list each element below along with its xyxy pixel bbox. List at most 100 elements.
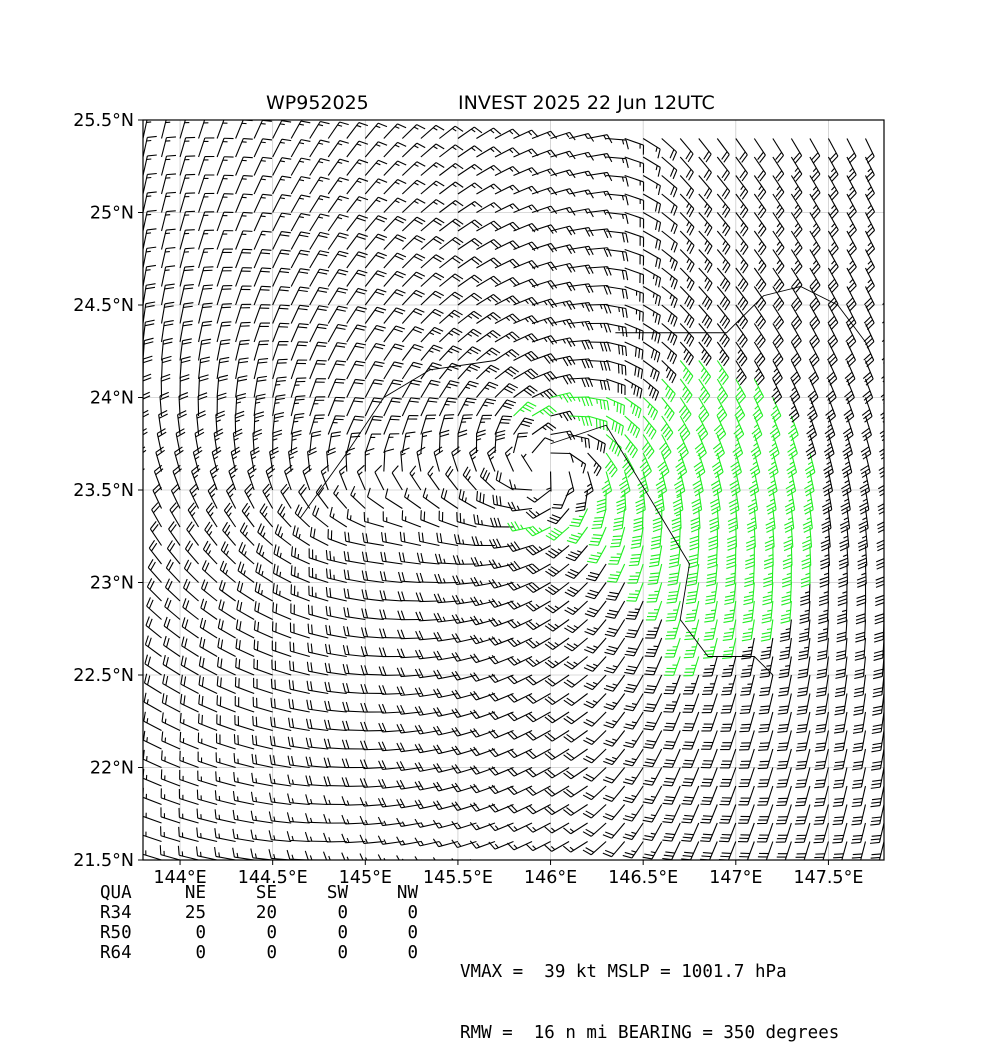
wind-barb — [143, 136, 157, 157]
wind-barb — [253, 697, 273, 712]
wind-barb — [623, 805, 643, 822]
wind-barb — [588, 191, 612, 199]
wind-barb — [161, 788, 180, 804]
wind-barb — [313, 506, 329, 527]
wind-barb — [814, 768, 828, 788]
wind-barb — [759, 694, 773, 714]
wind-barb — [758, 712, 772, 732]
wind-barb — [402, 398, 420, 416]
wind-barb — [217, 676, 235, 693]
table-cell: 0 — [358, 923, 418, 943]
wind-barb — [604, 712, 625, 728]
wind-barb — [815, 749, 829, 769]
wind-barb — [700, 786, 717, 805]
wind-barb — [199, 193, 215, 212]
wind-barb — [167, 540, 180, 564]
wind-barb — [220, 561, 235, 583]
wind-barb — [328, 529, 347, 545]
table-cell: 0 — [217, 943, 277, 963]
wind-barb — [663, 731, 680, 749]
wind-barb — [828, 268, 838, 292]
wind-barb — [644, 675, 662, 693]
wind-barb — [680, 268, 694, 291]
wind-barb — [720, 768, 736, 787]
table-header-label: QUA — [100, 883, 132, 903]
wind-barb — [680, 287, 694, 310]
wind-barb — [662, 157, 677, 179]
wind-barb — [133, 503, 143, 527]
wind-barb — [217, 194, 233, 213]
wind-barb — [713, 435, 724, 460]
wind-barb — [776, 786, 791, 805]
wind-barb — [384, 308, 405, 324]
wind-barb — [162, 192, 176, 212]
wind-barb — [257, 543, 273, 564]
table-cell: 0 — [146, 943, 206, 963]
wind-barb — [236, 120, 253, 139]
wind-barb — [470, 691, 495, 700]
wind-barb — [291, 305, 309, 323]
chart-title-storm-id: WP952025 — [266, 92, 369, 114]
wind-barb — [347, 379, 365, 397]
wind-barb — [147, 597, 162, 619]
table-header-nw: NW — [358, 883, 418, 903]
wind-barb — [532, 336, 557, 345]
wind-barb — [421, 144, 444, 157]
wind-barb — [589, 527, 606, 545]
wind-barb — [588, 398, 609, 411]
wind-barb — [161, 769, 180, 786]
wind-barb — [458, 381, 479, 397]
wind-barb — [127, 635, 143, 656]
wind-barb — [703, 638, 717, 658]
wind-barb — [291, 214, 310, 231]
wind-barb — [832, 842, 847, 862]
wind-barb — [143, 118, 157, 139]
wind-barb — [199, 138, 215, 157]
wind-barb — [625, 305, 644, 322]
wind-barb — [273, 158, 292, 176]
wind-barb — [507, 749, 532, 758]
wind-barb — [291, 565, 309, 582]
wind-barb — [470, 803, 495, 812]
wind-barb — [439, 310, 462, 323]
wind-barb — [199, 267, 214, 287]
wind-barb — [384, 290, 406, 305]
wind-barb — [507, 638, 532, 647]
wind-barb — [290, 661, 310, 675]
wind-barb — [583, 842, 606, 855]
wind-barb — [402, 180, 425, 194]
wind-barb — [507, 694, 532, 703]
wind-barb — [643, 213, 660, 232]
wind-barb — [722, 638, 736, 659]
wind-barb — [710, 490, 720, 514]
wind-barb — [273, 195, 291, 213]
wind-barb — [143, 265, 156, 286]
wind-barb — [291, 324, 308, 342]
wind-barb — [132, 521, 143, 545]
wind-barb — [181, 656, 198, 675]
wind-barb — [199, 248, 214, 268]
wind-barb — [588, 248, 612, 257]
y-tick-label: 23.5°N — [73, 481, 134, 501]
wind-barb — [588, 453, 602, 476]
wind-barb — [569, 228, 593, 237]
wind-barb — [476, 330, 500, 342]
wind-barb — [219, 580, 235, 601]
wind-barb — [328, 141, 349, 157]
wind-barb — [236, 639, 254, 657]
wind-barb — [452, 595, 476, 604]
wind-barb — [141, 392, 150, 416]
wind-barb — [402, 272, 424, 286]
wind-barb — [626, 583, 643, 602]
wind-barb — [603, 786, 625, 801]
wind-barb — [144, 731, 162, 749]
wind-barb — [643, 139, 660, 159]
wind-barb — [240, 523, 254, 546]
wind-barb — [623, 786, 643, 803]
wind-barb — [585, 601, 606, 617]
wind-barb — [161, 807, 180, 823]
wind-barb — [625, 435, 638, 458]
wind-barb — [439, 328, 462, 342]
wind-barb — [791, 342, 801, 366]
wind-barb — [421, 309, 444, 323]
